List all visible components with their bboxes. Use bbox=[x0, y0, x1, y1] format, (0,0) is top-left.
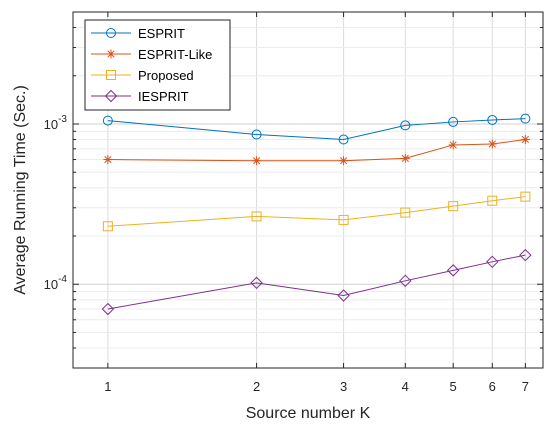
diamond-marker bbox=[104, 89, 118, 103]
series-esprit bbox=[102, 113, 531, 145]
legend: ESPRIT ESPRIT-Like Proposed IESPRIT bbox=[84, 19, 231, 111]
grid bbox=[73, 11, 543, 369]
diamond-marker bbox=[337, 289, 350, 302]
x-tick-label: 1 bbox=[104, 379, 111, 394]
circle-marker bbox=[448, 116, 459, 127]
diamond-marker bbox=[519, 248, 532, 262]
x-tick-label: 7 bbox=[522, 379, 529, 394]
series-line bbox=[107, 196, 526, 227]
tick-labels: 1 2 3 4 5 6 7 10-3 10-4 bbox=[44, 114, 529, 394]
diamond-marker bbox=[250, 276, 263, 290]
diamond-marker bbox=[486, 255, 499, 269]
series-iesprit bbox=[101, 248, 532, 316]
x-axis-label: Source number K bbox=[246, 405, 371, 422]
circle-marker bbox=[251, 129, 262, 140]
series-line bbox=[107, 118, 526, 141]
x-tick-label: 3 bbox=[340, 379, 347, 394]
x-tick-label: 2 bbox=[253, 379, 260, 394]
asterisk-marker bbox=[487, 139, 497, 149]
plot-frame bbox=[72, 11, 544, 369]
square-marker bbox=[400, 207, 411, 218]
circle-marker bbox=[338, 134, 349, 145]
x-tick-label: 6 bbox=[489, 379, 496, 394]
circle-marker bbox=[106, 28, 116, 38]
x-tick-label: 4 bbox=[402, 379, 409, 394]
circle-marker bbox=[487, 114, 498, 125]
asterisk-marker bbox=[448, 140, 458, 150]
circle-marker bbox=[520, 113, 531, 124]
y-tick-label: 10-4 bbox=[44, 274, 68, 292]
asterisk-marker bbox=[252, 156, 262, 166]
square-marker bbox=[520, 191, 531, 202]
asterisk-marker bbox=[520, 135, 530, 145]
diamond-marker bbox=[101, 302, 115, 316]
series-line bbox=[107, 254, 526, 310]
square-marker bbox=[251, 211, 262, 222]
legend-item: ESPRIT-Like bbox=[91, 47, 212, 62]
axes bbox=[72, 11, 544, 369]
asterisk-marker bbox=[103, 155, 113, 165]
series-esprit-like bbox=[103, 135, 530, 166]
circle-marker bbox=[102, 115, 113, 126]
legend-label: Proposed bbox=[138, 68, 194, 83]
legend-item: ESPRIT bbox=[91, 26, 185, 41]
square-marker bbox=[448, 201, 459, 212]
legend-label: IESPRIT bbox=[138, 89, 189, 104]
series-layer bbox=[101, 113, 532, 316]
y-tick-label: 10-3 bbox=[44, 114, 68, 132]
y-axis-label: Average Running Time (Sec.) bbox=[12, 85, 29, 295]
asterisk-marker bbox=[339, 156, 349, 166]
series-proposed bbox=[102, 191, 531, 232]
asterisk-marker bbox=[400, 153, 410, 163]
legend-label: ESPRIT bbox=[138, 26, 185, 41]
legend-box bbox=[84, 19, 231, 111]
square-marker bbox=[102, 221, 113, 232]
square-marker bbox=[106, 70, 116, 80]
diamond-marker bbox=[446, 264, 460, 277]
legend-label: ESPRIT-Like bbox=[138, 47, 212, 62]
legend-item: IESPRIT bbox=[91, 89, 189, 104]
x-tick-label: 5 bbox=[450, 379, 457, 394]
asterisk-marker bbox=[106, 49, 116, 59]
circle-marker bbox=[400, 120, 411, 131]
diamond-marker bbox=[399, 274, 412, 288]
square-marker bbox=[338, 214, 349, 225]
square-marker bbox=[487, 195, 498, 206]
legend-item: Proposed bbox=[91, 68, 194, 83]
